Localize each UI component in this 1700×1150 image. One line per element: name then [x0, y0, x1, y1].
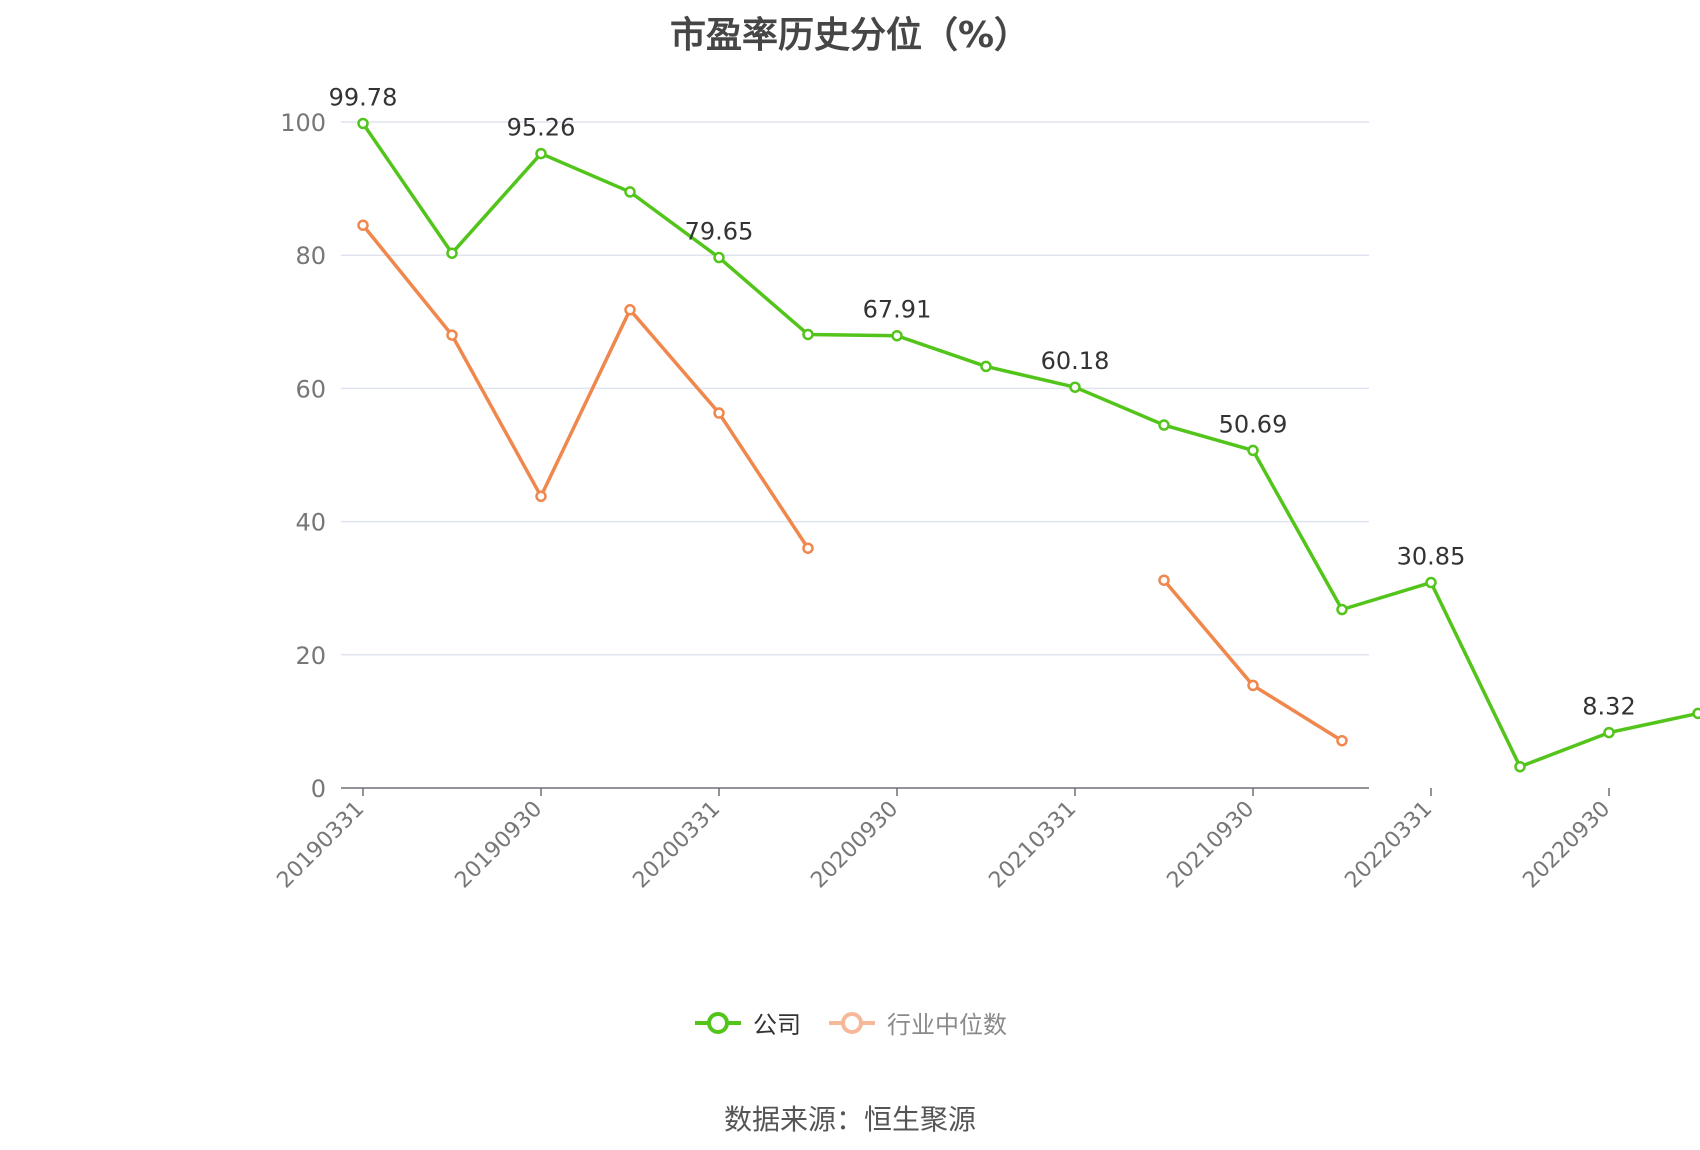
y-tick-label: 80: [295, 242, 326, 270]
data-point: [1247, 679, 1259, 692]
x-tick-label: 20220331: [1340, 797, 1437, 894]
x-tick-label: 20190331: [272, 797, 369, 894]
series-layer: [357, 117, 1700, 773]
data-point: [980, 360, 992, 373]
data-point: [624, 304, 636, 316]
series-line-segment: [361, 224, 810, 550]
y-tick-label: 60: [295, 375, 326, 403]
data-point: [1247, 444, 1259, 457]
data-point: [535, 490, 547, 503]
data-point: [1425, 576, 1437, 589]
data-label: 30.85: [1397, 543, 1466, 571]
y-tick-label: 0: [311, 775, 326, 803]
data-point: [1158, 419, 1170, 431]
data-point: [1069, 381, 1081, 393]
data-point: [713, 407, 725, 419]
y-tick-label: 100: [280, 109, 326, 137]
grid-lines: [341, 121, 1369, 656]
data-point: [1603, 726, 1615, 739]
legend-company-icon: [695, 1011, 741, 1034]
data-point: [1336, 734, 1348, 747]
data-label: 8.32: [1582, 693, 1635, 721]
x-tick-label: 20200331: [628, 797, 725, 894]
data-point: [802, 328, 814, 341]
data-point: [891, 329, 903, 342]
data-labels: 99.7895.2679.6567.9160.1850.6930.858.321…: [329, 83, 1636, 721]
data-point: [446, 329, 458, 341]
data-label: 50.69: [1219, 410, 1288, 438]
x-tick-label: 20210930: [1162, 797, 1259, 894]
data-source: 数据来源：恒生聚源: [723, 1103, 976, 1136]
y-tick-label: 20: [295, 642, 326, 670]
data-label: 67.91: [863, 296, 932, 324]
data-point: [713, 251, 725, 264]
series-0: [357, 117, 1700, 773]
data-label: 99.78: [329, 83, 398, 111]
pe-percentile-chart: 0 20 40 60 80 100 20190331 20190930 20200331 202…: [272, 83, 1700, 894]
x-tick-label: 20220930: [1518, 797, 1615, 894]
data-point: [624, 186, 636, 198]
x-tick-label: 20200930: [806, 797, 903, 894]
x-tick-label: 20190930: [450, 797, 547, 894]
legend-industry-icon: [829, 1011, 875, 1034]
chart-title: 市盈率历史分位（%）: [669, 15, 1031, 56]
data-label: 60.18: [1041, 347, 1110, 375]
legend: 公司 行业中位数: [0, 1005, 1700, 1040]
data-label: 95.26: [507, 114, 576, 142]
y-tick-label: 40: [295, 509, 326, 537]
data-label: 79.65: [685, 218, 754, 246]
legend-item-industry[interactable]: 行业中位数: [827, 1005, 1007, 1040]
legend-item-company[interactable]: 公司: [693, 1005, 801, 1040]
data-point: [357, 117, 369, 130]
y-axis: 0 20 40 60 80 100: [280, 109, 326, 803]
data-point: [1336, 603, 1348, 616]
data-point: [357, 219, 369, 231]
x-axis: 20190331 20190930 20200331 20200930 20210331…: [272, 787, 1700, 894]
x-tick-label: 20230331: [1696, 797, 1700, 894]
series-1: [357, 219, 1348, 747]
legend-industry-label: 行业中位数: [887, 1011, 1007, 1039]
data-point: [1158, 574, 1170, 586]
data-point: [1692, 707, 1700, 720]
data-point: [446, 247, 458, 259]
data-point: [535, 147, 547, 160]
x-tick-label: 20210331: [984, 797, 1081, 894]
legend-company-label: 公司: [753, 1011, 801, 1039]
data-point: [802, 542, 814, 554]
data-point: [1514, 760, 1526, 773]
series-line-segment: [1162, 579, 1343, 743]
